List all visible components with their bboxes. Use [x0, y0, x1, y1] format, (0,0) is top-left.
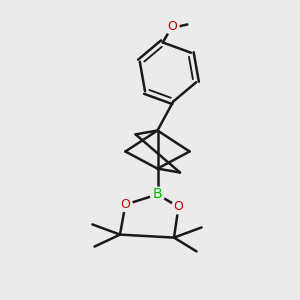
Text: B: B [153, 188, 162, 201]
Circle shape [165, 20, 179, 34]
Text: O: O [174, 200, 183, 214]
Circle shape [118, 198, 132, 212]
Text: O: O [167, 20, 177, 33]
Circle shape [150, 187, 165, 202]
Text: O: O [121, 198, 130, 211]
Circle shape [172, 200, 185, 214]
